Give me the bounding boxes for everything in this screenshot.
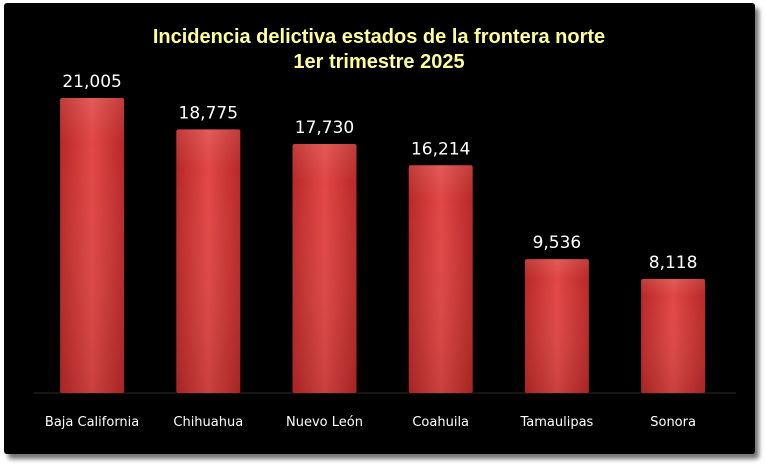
category-label-0: Baja California <box>45 415 139 430</box>
chart-subtitle: 1er trimestre 2025 <box>293 51 464 73</box>
data-label-3: 16,214 <box>411 139 470 159</box>
data-label-2: 17,730 <box>295 118 354 138</box>
bar-shading-4 <box>524 259 589 393</box>
category-label-1: Chihuahua <box>173 415 243 430</box>
chart-frame: Incidencia delictiva estados de la front… <box>4 3 755 454</box>
bar-shading-0 <box>60 98 125 393</box>
category-label-2: Nuevo León <box>286 415 363 430</box>
bar-chart: Incidencia delictiva estados de la front… <box>34 26 736 430</box>
chart-title: Incidencia delictiva estados de la front… <box>153 26 605 48</box>
bar-shading-3 <box>408 165 473 393</box>
bar-shading-5 <box>641 278 706 393</box>
bars-group: 21,005 Baja California 18,775 Chihuahua 17,7… <box>45 72 706 430</box>
data-label-0: 21,005 <box>62 72 121 92</box>
category-label-5: Sonora <box>650 415 696 430</box>
data-label-4: 9,536 <box>533 233 582 253</box>
data-label-1: 18,775 <box>179 103 238 123</box>
bar-shading-1 <box>176 129 241 393</box>
bar-shading-2 <box>292 143 357 393</box>
category-label-4: Tamaulipas <box>519 415 593 430</box>
data-label-5: 8,118 <box>649 253 698 273</box>
category-label-3: Coahuila <box>412 415 469 430</box>
